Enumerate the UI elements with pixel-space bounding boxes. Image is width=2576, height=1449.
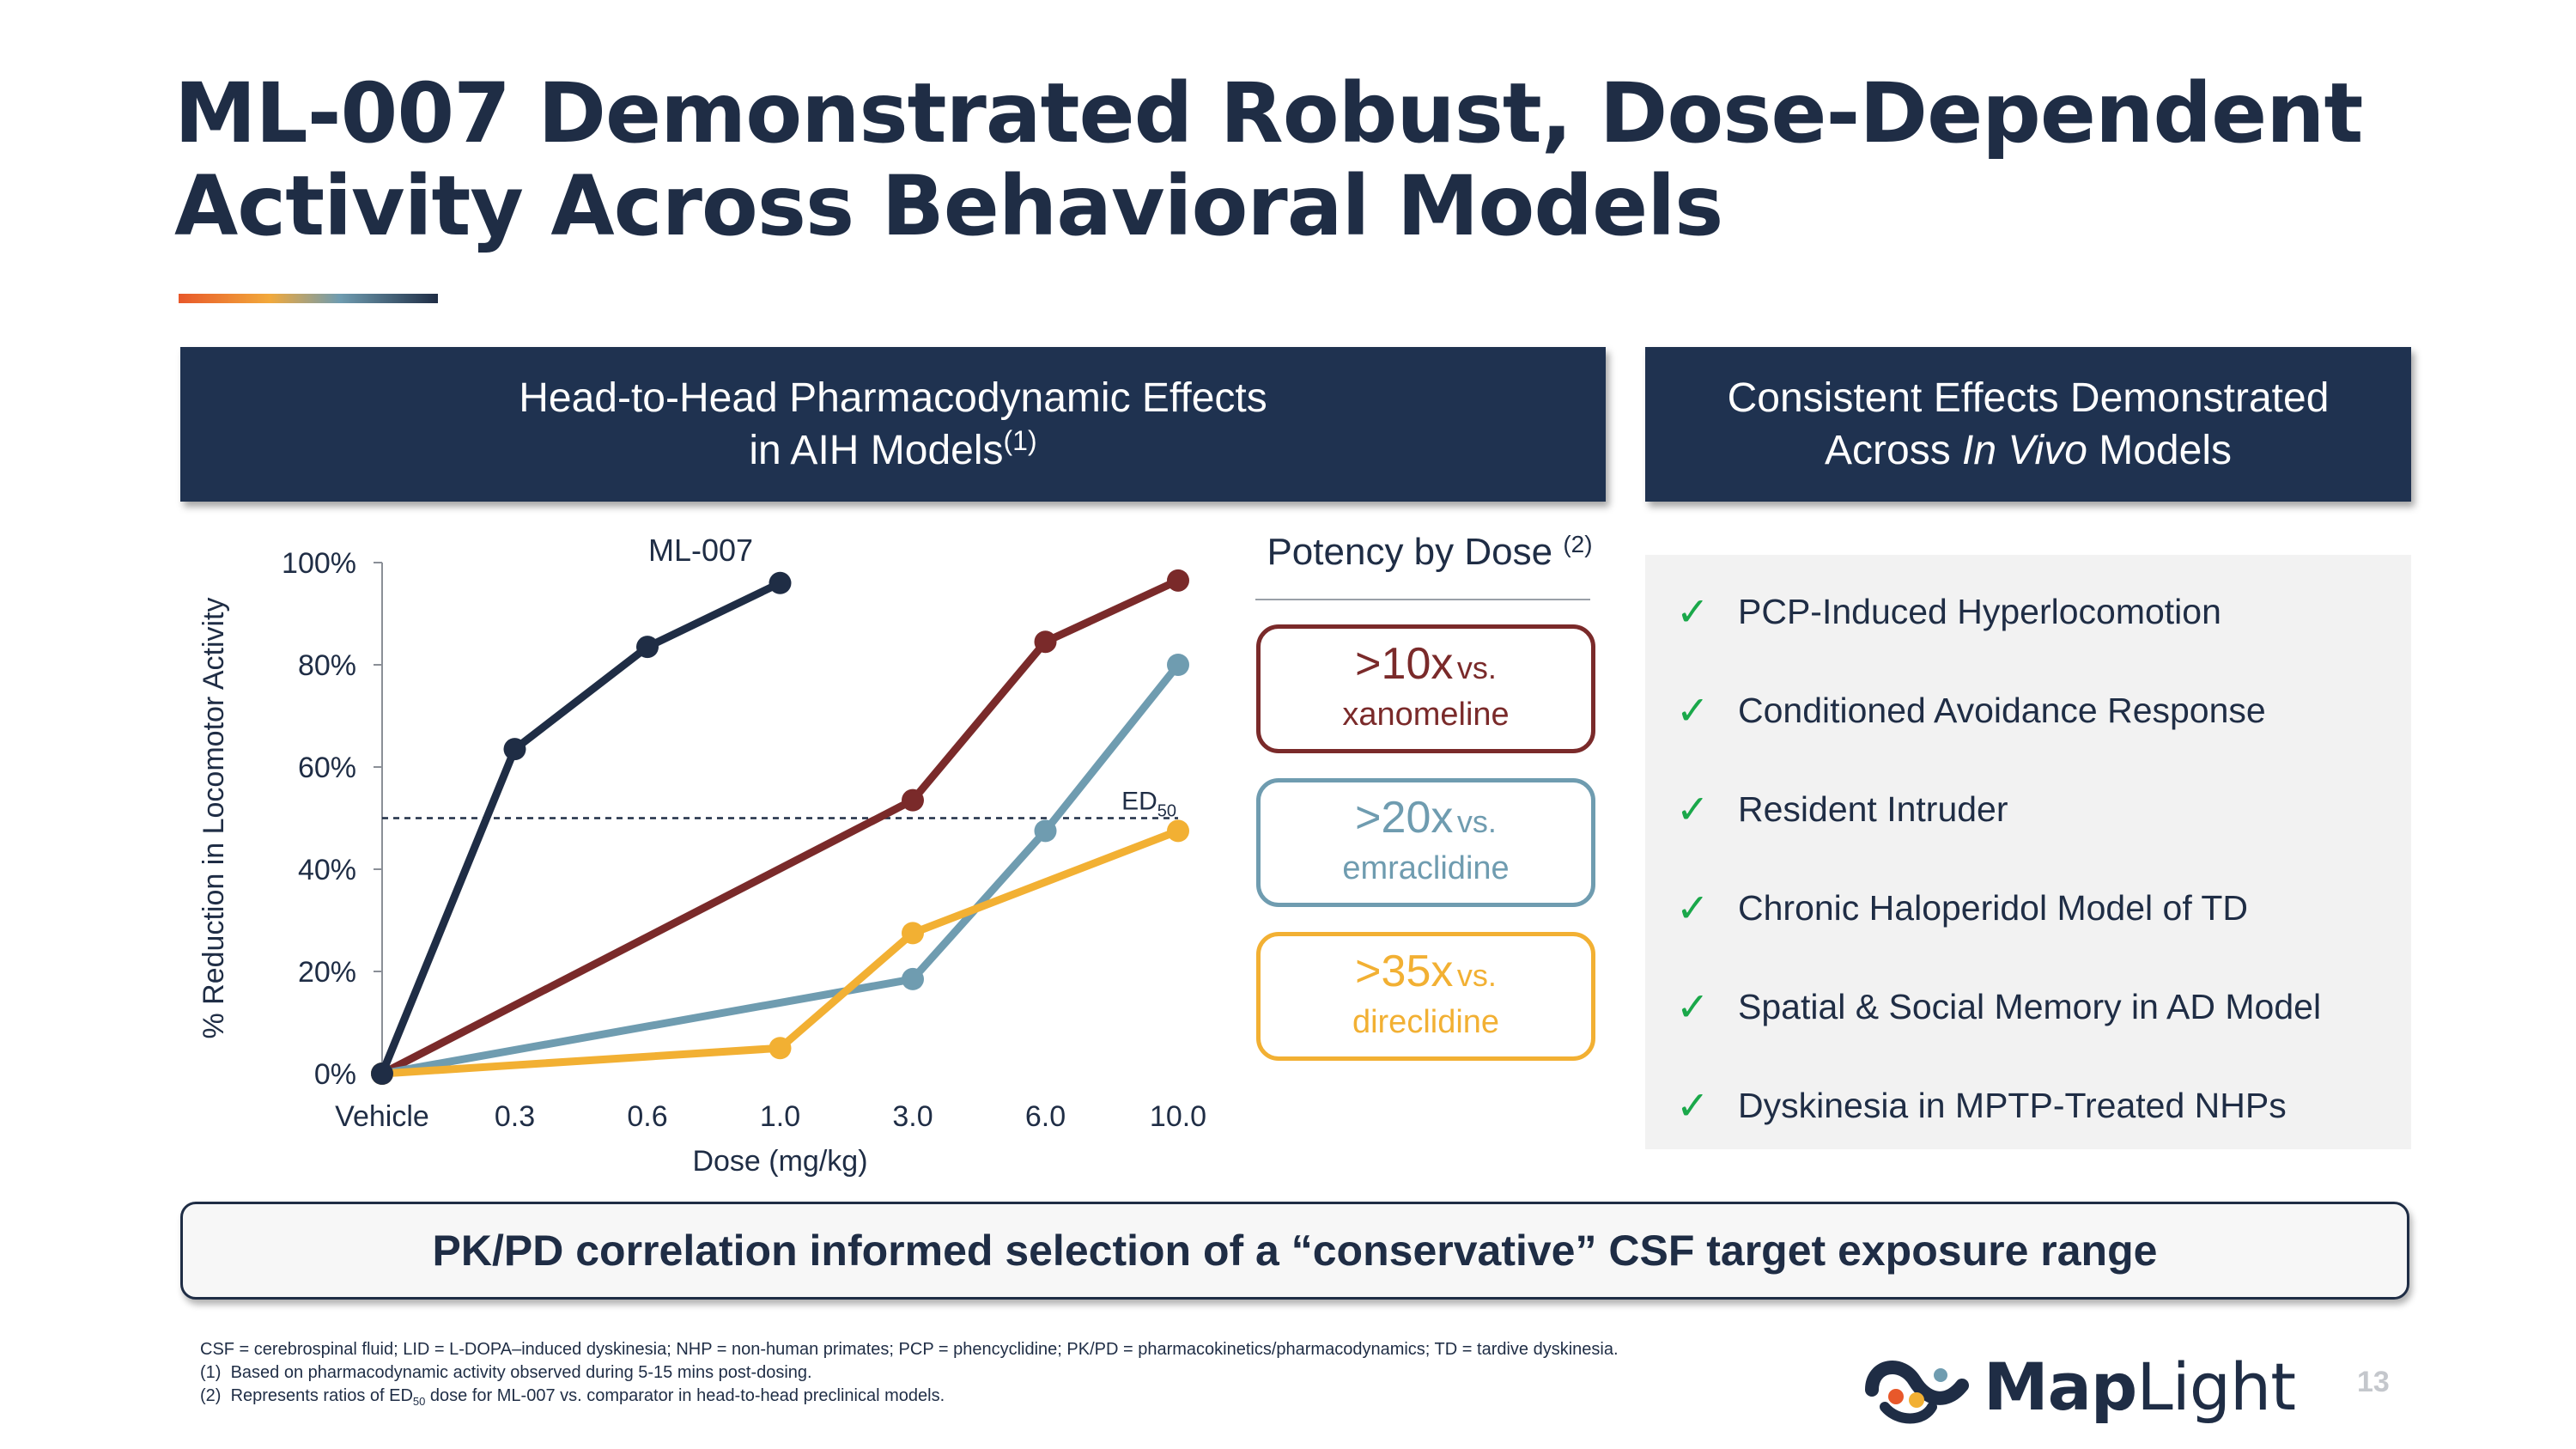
- footnote-abbreviations: CSF = cerebrospinal fluid; LID = L-DOPA–…: [200, 1340, 1619, 1359]
- direclidine-data-point: [769, 1037, 792, 1060]
- locomotor-dose-response-chart: 0% 20% 40% 60% 80% 100% Vehicle 0.3 0.6 1.0 3.0 6.0…: [197, 533, 1206, 1178]
- potency-box-xanomeline: >10x vs. xanomeline: [1256, 624, 1595, 753]
- maplight-logo: MapLight: [1863, 1347, 2296, 1433]
- y-tick-label: 100%: [282, 547, 356, 580]
- y-tick-label: 20%: [298, 956, 356, 989]
- y-tick-label: 0%: [314, 1058, 356, 1091]
- title-line-1: ML-007 Demonstrated Robust, Dose-Depende…: [174, 65, 2363, 161]
- maplight-logo-mark-icon: [1865, 1361, 1969, 1424]
- x-tick-label: 0.3: [495, 1100, 535, 1133]
- checkmark-icon: ✓: [1676, 787, 1710, 831]
- ml007-series-line: [378, 579, 784, 1078]
- ed50-label: ED50: [1121, 788, 1176, 821]
- list-item: ✓ PCP-Induced Hyperlocomotion: [1676, 589, 2221, 634]
- pkpd-banner: PK/PD correlation informed selection of …: [180, 1202, 2409, 1300]
- potency-divider: [1255, 599, 1590, 600]
- direclidine-data-point: [902, 922, 924, 945]
- list-item: ✓ Conditioned Avoidance Response: [1676, 688, 2266, 733]
- footnote-1: (1) Based on pharmacodynamic activity ob…: [200, 1363, 812, 1382]
- ml007-data-point: [503, 738, 526, 761]
- title-accent-line: [179, 294, 438, 303]
- checkmark-icon: ✓: [1676, 886, 1710, 930]
- right-header-line-2: Across In Vivo Models: [1825, 428, 2232, 473]
- direclidine-series-line: [378, 826, 1182, 1078]
- left-header-line-1: Head-to-Head Pharmacodynamic Effects: [519, 375, 1267, 421]
- emraclidine-data-point: [902, 967, 924, 990]
- ml007-series-label: ML-007: [648, 533, 753, 568]
- potency-title: Potency by Dose (2): [1267, 531, 1593, 573]
- direclidine-data-point: [1167, 819, 1189, 843]
- y-axis-title: % Reduction in Locomotor Activity: [197, 597, 230, 1038]
- list-item: ✓ Chronic Haloperidol Model of TD: [1676, 886, 2249, 930]
- left-panel-header: Head-to-Head Pharmacodynamic Effects in …: [180, 347, 1606, 502]
- x-tick-label: 6.0: [1025, 1100, 1066, 1133]
- xanomeline-data-point: [902, 788, 924, 812]
- x-tick-label: Vehicle: [335, 1100, 429, 1133]
- right-header-line-1: Consistent Effects Demonstrated: [1727, 375, 2330, 421]
- emraclidine-data-point: [1034, 819, 1057, 843]
- checkmark-icon: ✓: [1676, 688, 1710, 733]
- x-axis-title: Dose (mg/kg): [692, 1145, 867, 1178]
- in-vivo-models-list: ✓ PCP-Induced Hyperlocomotion ✓ Conditione…: [1645, 555, 2411, 1149]
- ml007-data-point: [371, 1062, 393, 1085]
- x-tick-label: 0.6: [627, 1100, 667, 1133]
- page-title: ML-007 Demonstrated Robust, Dose-Depende…: [174, 67, 2450, 253]
- emraclidine-data-point: [1167, 654, 1189, 676]
- list-item: ✓ Dyskinesia in MPTP-Treated NHPs: [1676, 1083, 2287, 1128]
- checkmark-icon: ✓: [1676, 984, 1710, 1029]
- potency-box-emraclidine: >20x vs. emraclidine: [1256, 778, 1595, 907]
- list-item: ✓ Spatial & Social Memory in AD Model: [1676, 984, 2322, 1029]
- ml007-data-point: [769, 571, 792, 594]
- logo-wordmark: MapLight: [1984, 1349, 2296, 1425]
- checkmark-icon: ✓: [1676, 589, 1710, 634]
- potency-box-direclidine: >35x vs. direclidine: [1256, 932, 1595, 1061]
- xanomeline-data-point: [1034, 630, 1057, 654]
- footnote-ref-1: (1): [1003, 425, 1037, 456]
- y-tick-label: 40%: [298, 854, 356, 886]
- y-tick-label: 80%: [298, 649, 356, 682]
- title-line-2: Activity Across Behavioral Models: [174, 158, 1723, 254]
- xanomeline-data-point: [1167, 569, 1189, 592]
- ml007-data-point: [636, 636, 659, 659]
- x-tick-label: 10.0: [1150, 1100, 1206, 1133]
- footnotes: CSF = cerebrospinal fluid; LID = L-DOPA–…: [200, 1338, 1619, 1413]
- list-item: ✓ Resident Intruder: [1676, 787, 2008, 831]
- page-number: 13: [2357, 1366, 2390, 1398]
- xanomeline-series-line: [378, 576, 1182, 1078]
- x-tick-label: 3.0: [892, 1100, 933, 1133]
- right-panel-header: Consistent Effects Demonstrated Across I…: [1645, 347, 2411, 502]
- x-tick-label: 1.0: [760, 1100, 800, 1133]
- footnote-2: (2) Represents ratios of ED50 dose for M…: [200, 1386, 945, 1408]
- checkmark-icon: ✓: [1676, 1083, 1710, 1128]
- left-header-line-2: in AIH Models(1): [749, 425, 1037, 473]
- y-tick-label: 60%: [298, 752, 356, 784]
